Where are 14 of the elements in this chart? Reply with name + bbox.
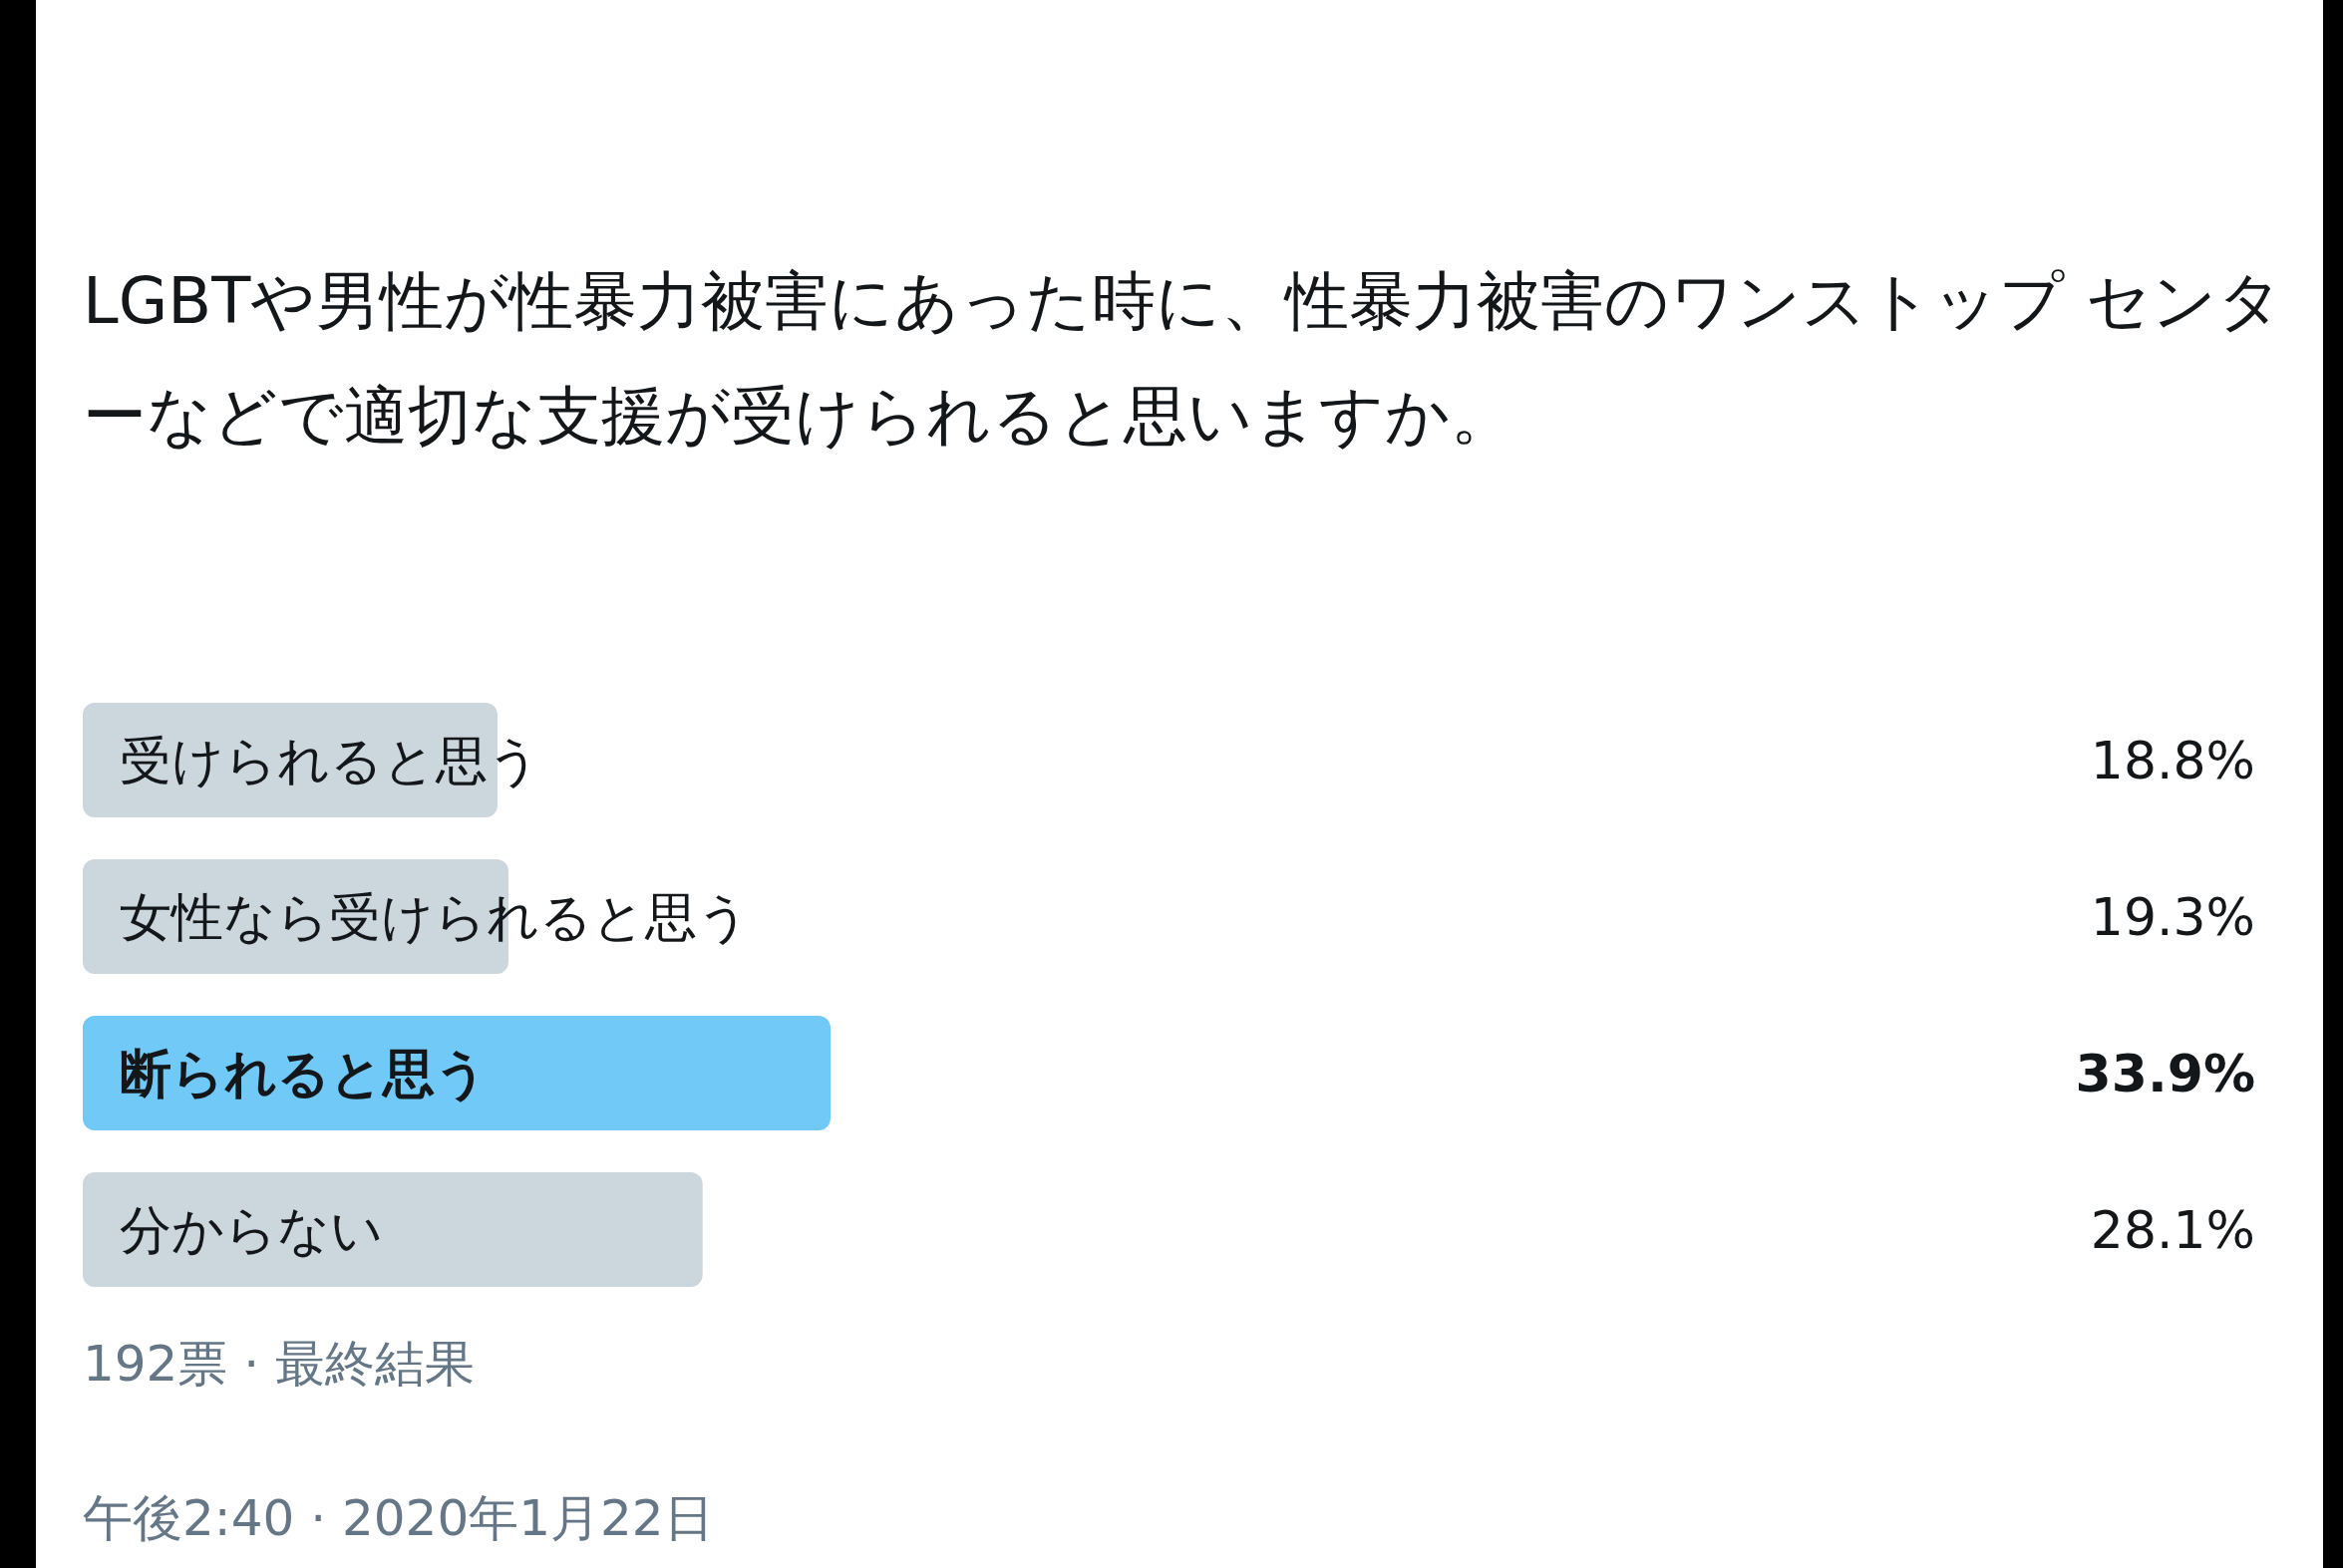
- data-label: 28.1%: [2090, 1199, 2255, 1260]
- bar: [83, 1016, 831, 1130]
- data-label: 18.8%: [2090, 730, 2255, 790]
- text: LGBTや男性が性暴力被害にあった時に、性暴力被害のワンストップ センターなどで適切な支援が受けられると思いますか。: [83, 263, 2284, 455]
- text: 午後2:40 · 2020年1月22日: [83, 1488, 714, 1549]
- y-tick-label: 断られると思う: [120, 1043, 488, 1103]
- y-tick-label: 受けられると思う: [120, 730, 540, 790]
- bar: [83, 703, 498, 817]
- data-label: 19.3%: [2090, 886, 2255, 947]
- bar: [83, 1172, 703, 1287]
- y-tick-label: 分からない: [120, 1199, 383, 1260]
- y-tick-label: 女性なら受けられると思う: [120, 886, 750, 947]
- data-label: 33.9%: [2075, 1043, 2255, 1103]
- text: 192票 · 最終結果: [83, 1334, 476, 1395]
